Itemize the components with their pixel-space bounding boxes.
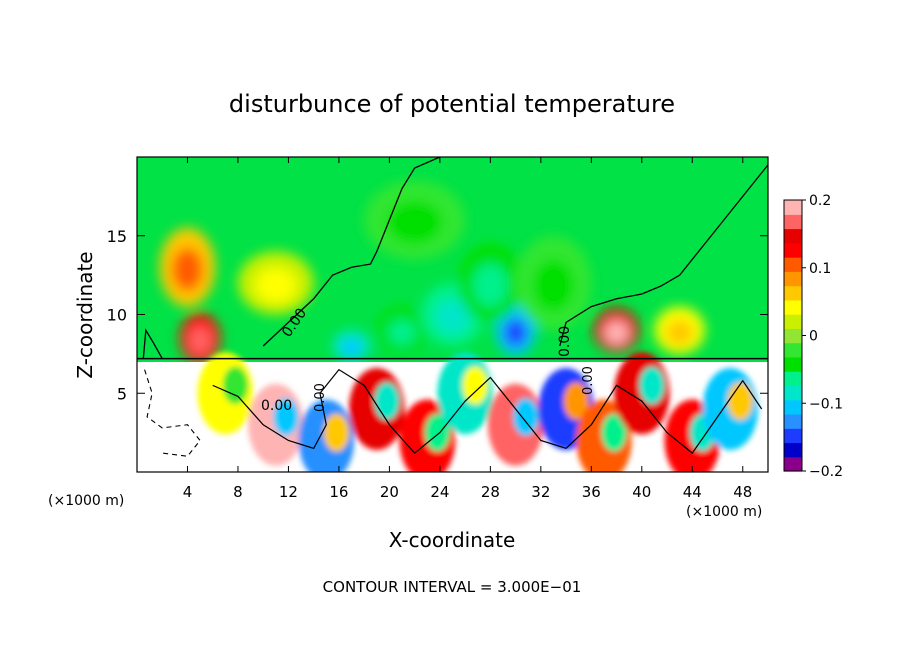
field-patch-swirl [424, 413, 450, 452]
colorbar-swatch [784, 371, 802, 387]
colorbar-tick-label: 0 [809, 329, 818, 345]
colorbar-swatch [784, 271, 802, 287]
colorbar-swatch [784, 385, 802, 401]
contour-label: 0.00 [313, 383, 328, 412]
field-blob-core [435, 299, 470, 335]
field-blob-core [473, 263, 508, 308]
colorbar-swatch [784, 413, 802, 429]
colorbar-tick-label: 0.2 [809, 193, 831, 209]
colorbar-swatch [784, 285, 802, 301]
colorbar-tick-label: −0.1 [809, 396, 843, 412]
field-patch-swirl [727, 382, 753, 421]
x-tick-label: 24 [430, 483, 449, 501]
field-patch-swirl [222, 366, 249, 405]
colorbar-swatch [784, 200, 802, 215]
x-unit-note-left: (×1000 m) [48, 493, 124, 509]
zero-contour [142, 328, 163, 359]
y-axis-ticks: 5 10 15 [107, 227, 768, 403]
colorbar-swatch [784, 356, 802, 372]
x-tick-label: 8 [233, 483, 243, 501]
field-patch-swirl [159, 397, 185, 436]
field-patch-swirl [323, 413, 350, 452]
field-patch-swirl [273, 397, 299, 436]
field-blob-core [532, 259, 575, 312]
x-tick-label: 40 [632, 483, 651, 501]
field-blob-core [172, 247, 203, 292]
x-tick-label: 16 [329, 483, 348, 501]
y-tick-label: 10 [107, 306, 127, 325]
field-blob-core [504, 318, 527, 347]
colorbar-swatch [784, 214, 802, 230]
lower-field-patches [137, 352, 758, 472]
colorbar-swatch [784, 442, 802, 458]
x-tick-label: 36 [582, 483, 601, 501]
field-patch-swirl [374, 382, 400, 421]
y-axis-label: Z-coordinate [73, 251, 97, 378]
colorbar-swatch [784, 242, 802, 258]
lower-contour [212, 368, 763, 454]
y-tick-label: 15 [107, 227, 127, 246]
contour-label: 0.00 [581, 366, 596, 395]
x-tick-label: 12 [279, 483, 298, 501]
colorbar-swatch [784, 228, 802, 244]
x-tick-label: 20 [380, 483, 399, 501]
x-tick-label: 44 [683, 483, 702, 501]
field-patch-swirl [513, 397, 539, 436]
field-blob-core [665, 319, 694, 346]
field-patch-swirl [639, 366, 665, 405]
field-blob-core [254, 268, 297, 303]
field-blob-core [188, 326, 212, 355]
x-axis-ticks: 4 8 12 16 20 24 28 32 36 40 44 48 [183, 157, 752, 501]
x-tick-label: 32 [531, 483, 550, 501]
colorbar-ticks: 0.2 0.1 0 −0.1 −0.2 [802, 193, 843, 480]
colorbar-swatch [784, 299, 802, 315]
field-blob-core [386, 200, 443, 245]
field-patch-swirl [601, 413, 627, 452]
field-patch-swirl [462, 366, 488, 405]
field-blob-core [341, 339, 362, 358]
x-tick-label: 4 [183, 483, 193, 501]
zero-contour [559, 164, 768, 347]
negative-contour [144, 369, 201, 457]
colorbar-swatch [784, 428, 802, 444]
plot-area [137, 157, 768, 472]
contour-label: 0.00 [557, 326, 573, 357]
colorbar-tick-label: 0.1 [809, 261, 831, 277]
x-tick-label: 28 [481, 483, 500, 501]
colorbar-swatch [784, 328, 802, 344]
colorbar-tick-label: −0.2 [809, 464, 843, 480]
upper-field-blobs [159, 180, 705, 364]
colorbar-swatch [784, 456, 802, 472]
x-unit-note-right: (×1000 m) [686, 504, 762, 520]
colorbar-swatch [784, 257, 802, 272]
colorbar-swatches [784, 200, 802, 472]
zero-contour [262, 157, 441, 347]
y-tick-label: 5 [117, 384, 127, 403]
colorbar-swatch [784, 314, 802, 329]
field-blob-core [388, 319, 416, 346]
colorbar-swatch [784, 342, 802, 358]
chart-title: disturbunce of potential temperature [229, 90, 675, 118]
contour-interval-note: CONTOUR INTERVAL = 3.000E−01 [323, 578, 582, 596]
contour-lines [137, 157, 768, 457]
contour-label: 0.00 [261, 398, 292, 414]
colorbar: 0.2 0.1 0 −0.1 −0.2 [783, 193, 843, 480]
x-tick-label: 48 [733, 483, 752, 501]
field-patch-swirl [563, 382, 589, 421]
x-axis-label: X-coordinate [389, 528, 516, 552]
field-blob-core [604, 320, 630, 345]
colorbar-swatch [784, 399, 802, 415]
